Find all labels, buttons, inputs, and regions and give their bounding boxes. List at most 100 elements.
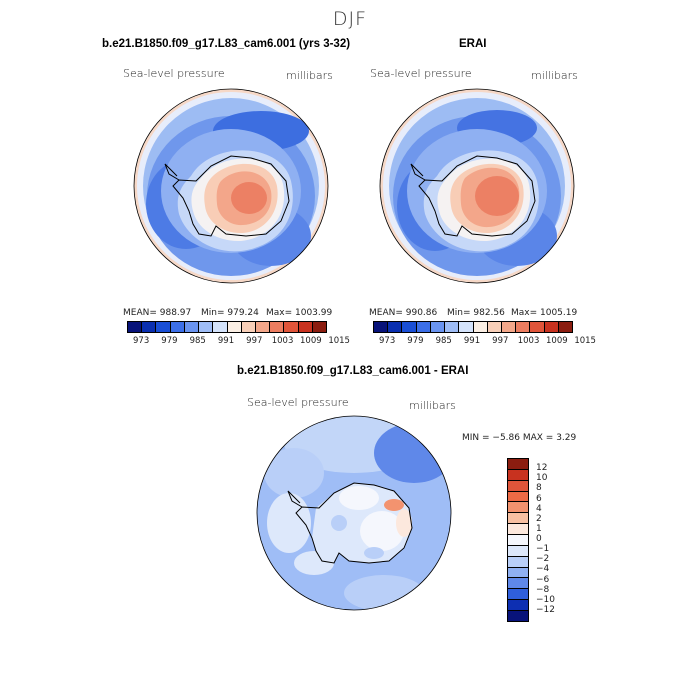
colorbar-tick-label: 979 [161, 336, 178, 346]
colorbar-tick-label: 1009 [300, 336, 322, 346]
panel-a-polar-map [133, 88, 329, 284]
panel-a-units-label: millibars [286, 69, 333, 82]
colorbar-swatch [128, 322, 143, 332]
colorbar-swatch [508, 556, 528, 568]
colorbar-swatch [508, 535, 528, 546]
panel-c-units-label: millibars [409, 399, 456, 412]
colorbar-swatch [213, 322, 228, 332]
colorbar-tick-label: 1015 [328, 336, 350, 346]
colorbar-tick-label: 12 [536, 463, 548, 474]
colorbar-swatch [184, 322, 200, 332]
colorbar-swatch [508, 480, 528, 492]
panel-b-title: ERAI [459, 38, 487, 50]
panel-b-mean: MEAN= 990.86 [369, 308, 438, 318]
colorbar-tick-label: 1003 [271, 336, 294, 346]
colorbar-tick-label: −2 [536, 554, 550, 565]
colorbar-swatch [516, 322, 531, 332]
colorbar-swatch [227, 322, 242, 332]
colorbar-tick-label: 8 [536, 483, 542, 494]
colorbar-swatch [508, 469, 528, 481]
panel-a-variable-label: Sea-level pressure [123, 67, 225, 80]
colorbar-swatch [508, 513, 528, 525]
colorbar-tick-label: 985 [189, 336, 206, 346]
colorbar-swatch [558, 322, 573, 332]
colorbar-tick-label: −8 [536, 584, 550, 595]
colorbar-tick-label: 991 [217, 336, 235, 346]
panel-c-polar-map [256, 415, 452, 611]
colorbar-swatch [402, 322, 417, 332]
panel-a-colorbar-labels: 973 979 985 991 997 1003 1009 1015 [127, 336, 350, 348]
colorbar-swatch [312, 322, 327, 332]
colorbar-swatch [508, 502, 528, 514]
colorbar-swatch [430, 322, 446, 332]
panel-a-title: b.e21.B1850.f09_g17.L83_cam6.001 (yrs 3-… [102, 38, 351, 50]
figure-title: DJF [332, 8, 368, 30]
colorbar-swatch [508, 578, 528, 590]
colorbar-tick-label: 973 [133, 336, 150, 346]
panel-c-minmax: MIN = −5.86 MAX = 3.29 [462, 433, 577, 443]
colorbar-tick-label: −1 [536, 544, 550, 555]
panel-b-colorbar-labels: 973 979 985 991 997 1003 1009 1015 [373, 336, 596, 348]
colorbar-tick-label: 0 [536, 534, 542, 544]
colorbar-tick-label: −6 [536, 574, 550, 585]
colorbar-tick-label: −4 [536, 564, 550, 575]
colorbar-swatch [487, 322, 502, 332]
colorbar-swatch [170, 322, 185, 332]
colorbar-swatch [508, 524, 528, 536]
colorbar-swatch [508, 600, 528, 612]
panel-b-colorbar [373, 321, 573, 333]
colorbar-swatch [530, 322, 545, 332]
colorbar-tick-label: 6 [536, 493, 542, 504]
colorbar-swatch [459, 322, 474, 332]
colorbar-tick-label: −10 [536, 594, 555, 605]
colorbar-swatch [142, 322, 157, 332]
colorbar-tick-label: −12 [536, 604, 555, 615]
panel-b-max: Max= 1005.19 [511, 308, 578, 318]
panel-c-colorbar-labels: 12 10 8 6 4 2 1 0 −1 −2 −4 −6 −8 −10 −12 [536, 458, 566, 620]
colorbar-swatch [388, 322, 403, 332]
colorbar-swatch [544, 322, 559, 332]
panel-c-colorbar [507, 458, 529, 622]
colorbar-swatch [508, 459, 528, 470]
colorbar-tick-label: 4 [536, 503, 542, 514]
panel-a-min: Min= 979.24 [201, 308, 259, 318]
panel-a-colorbar [127, 321, 327, 333]
colorbar-swatch [473, 322, 488, 332]
colorbar-swatch [508, 611, 528, 621]
colorbar-swatch [284, 322, 299, 332]
colorbar-swatch [270, 322, 285, 332]
panel-b-polar-map [379, 88, 575, 284]
colorbar-swatch [508, 491, 528, 503]
colorbar-tick-label: 985 [435, 336, 452, 346]
colorbar-tick-label: 1015 [574, 336, 596, 346]
colorbar-tick-label: 1 [536, 523, 542, 534]
panel-b-units-label: millibars [531, 69, 578, 82]
colorbar-tick-label: 1003 [517, 336, 540, 346]
colorbar-tick-label: 997 [492, 336, 509, 346]
panel-b-variable-label: Sea-level pressure [370, 67, 472, 80]
colorbar-swatch [374, 322, 389, 332]
panel-c-variable-label: Sea-level pressure [247, 396, 349, 409]
panel-a-max: Max= 1003.99 [266, 308, 333, 318]
colorbar-tick-label: 973 [379, 336, 396, 346]
colorbar-tick-label: 2 [536, 513, 542, 524]
colorbar-swatch [445, 322, 460, 332]
panel-a-mean: MEAN= 988.97 [123, 308, 192, 318]
colorbar-swatch [199, 322, 214, 332]
colorbar-tick-label: 10 [536, 473, 548, 484]
colorbar-swatch [416, 322, 431, 332]
colorbar-tick-label: 997 [246, 336, 263, 346]
colorbar-swatch [255, 322, 271, 332]
colorbar-swatch [508, 589, 528, 601]
colorbar-swatch [298, 322, 313, 332]
colorbar-swatch [241, 322, 256, 332]
colorbar-swatch [501, 322, 517, 332]
colorbar-swatch [508, 567, 528, 579]
colorbar-swatch [156, 322, 171, 332]
colorbar-tick-label: 979 [407, 336, 424, 346]
panel-b-min: Min= 982.56 [447, 308, 505, 318]
panel-c-title: b.e21.B1850.f09_g17.L83_cam6.001 - ERAI [237, 365, 469, 377]
colorbar-tick-label: 991 [463, 336, 481, 346]
colorbar-swatch [508, 545, 528, 557]
colorbar-tick-label: 1009 [546, 336, 568, 346]
